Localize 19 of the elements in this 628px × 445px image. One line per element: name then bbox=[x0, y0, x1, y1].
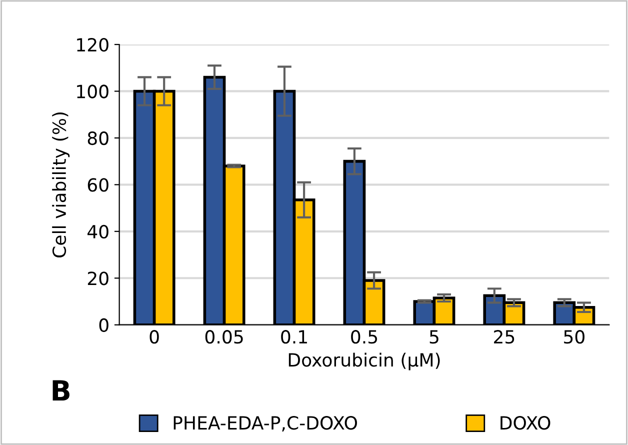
y-tick-label: 100 bbox=[77, 84, 108, 98]
y-tick-label: 60 bbox=[88, 178, 108, 192]
y-axis-title: Cell viability (%) bbox=[52, 112, 70, 258]
legend-label: DOXO bbox=[500, 416, 550, 430]
y-tick-label: 40 bbox=[88, 224, 108, 239]
text: B bbox=[52, 380, 70, 400]
x-tick-label: 0.5 bbox=[351, 330, 378, 344]
y-tick-label: 0 bbox=[99, 318, 108, 332]
x-tick-label: 50 bbox=[564, 330, 584, 344]
y-tick-label: 20 bbox=[88, 272, 108, 286]
y-tick-label: 80 bbox=[88, 131, 108, 146]
x-tick-label: 0.1 bbox=[281, 330, 307, 344]
x-tick-label: 5 bbox=[430, 330, 438, 344]
x-tick-label: 0 bbox=[150, 330, 159, 344]
y-tick-label: 120 bbox=[77, 38, 108, 52]
x-tick-label: 25 bbox=[494, 330, 514, 344]
x-tick-label: 0.05 bbox=[205, 330, 243, 344]
legend-label: PHEA-EDA-P,C-DOXO bbox=[174, 416, 357, 432]
x-axis-title: Doxorubicin (µM) bbox=[288, 352, 440, 370]
